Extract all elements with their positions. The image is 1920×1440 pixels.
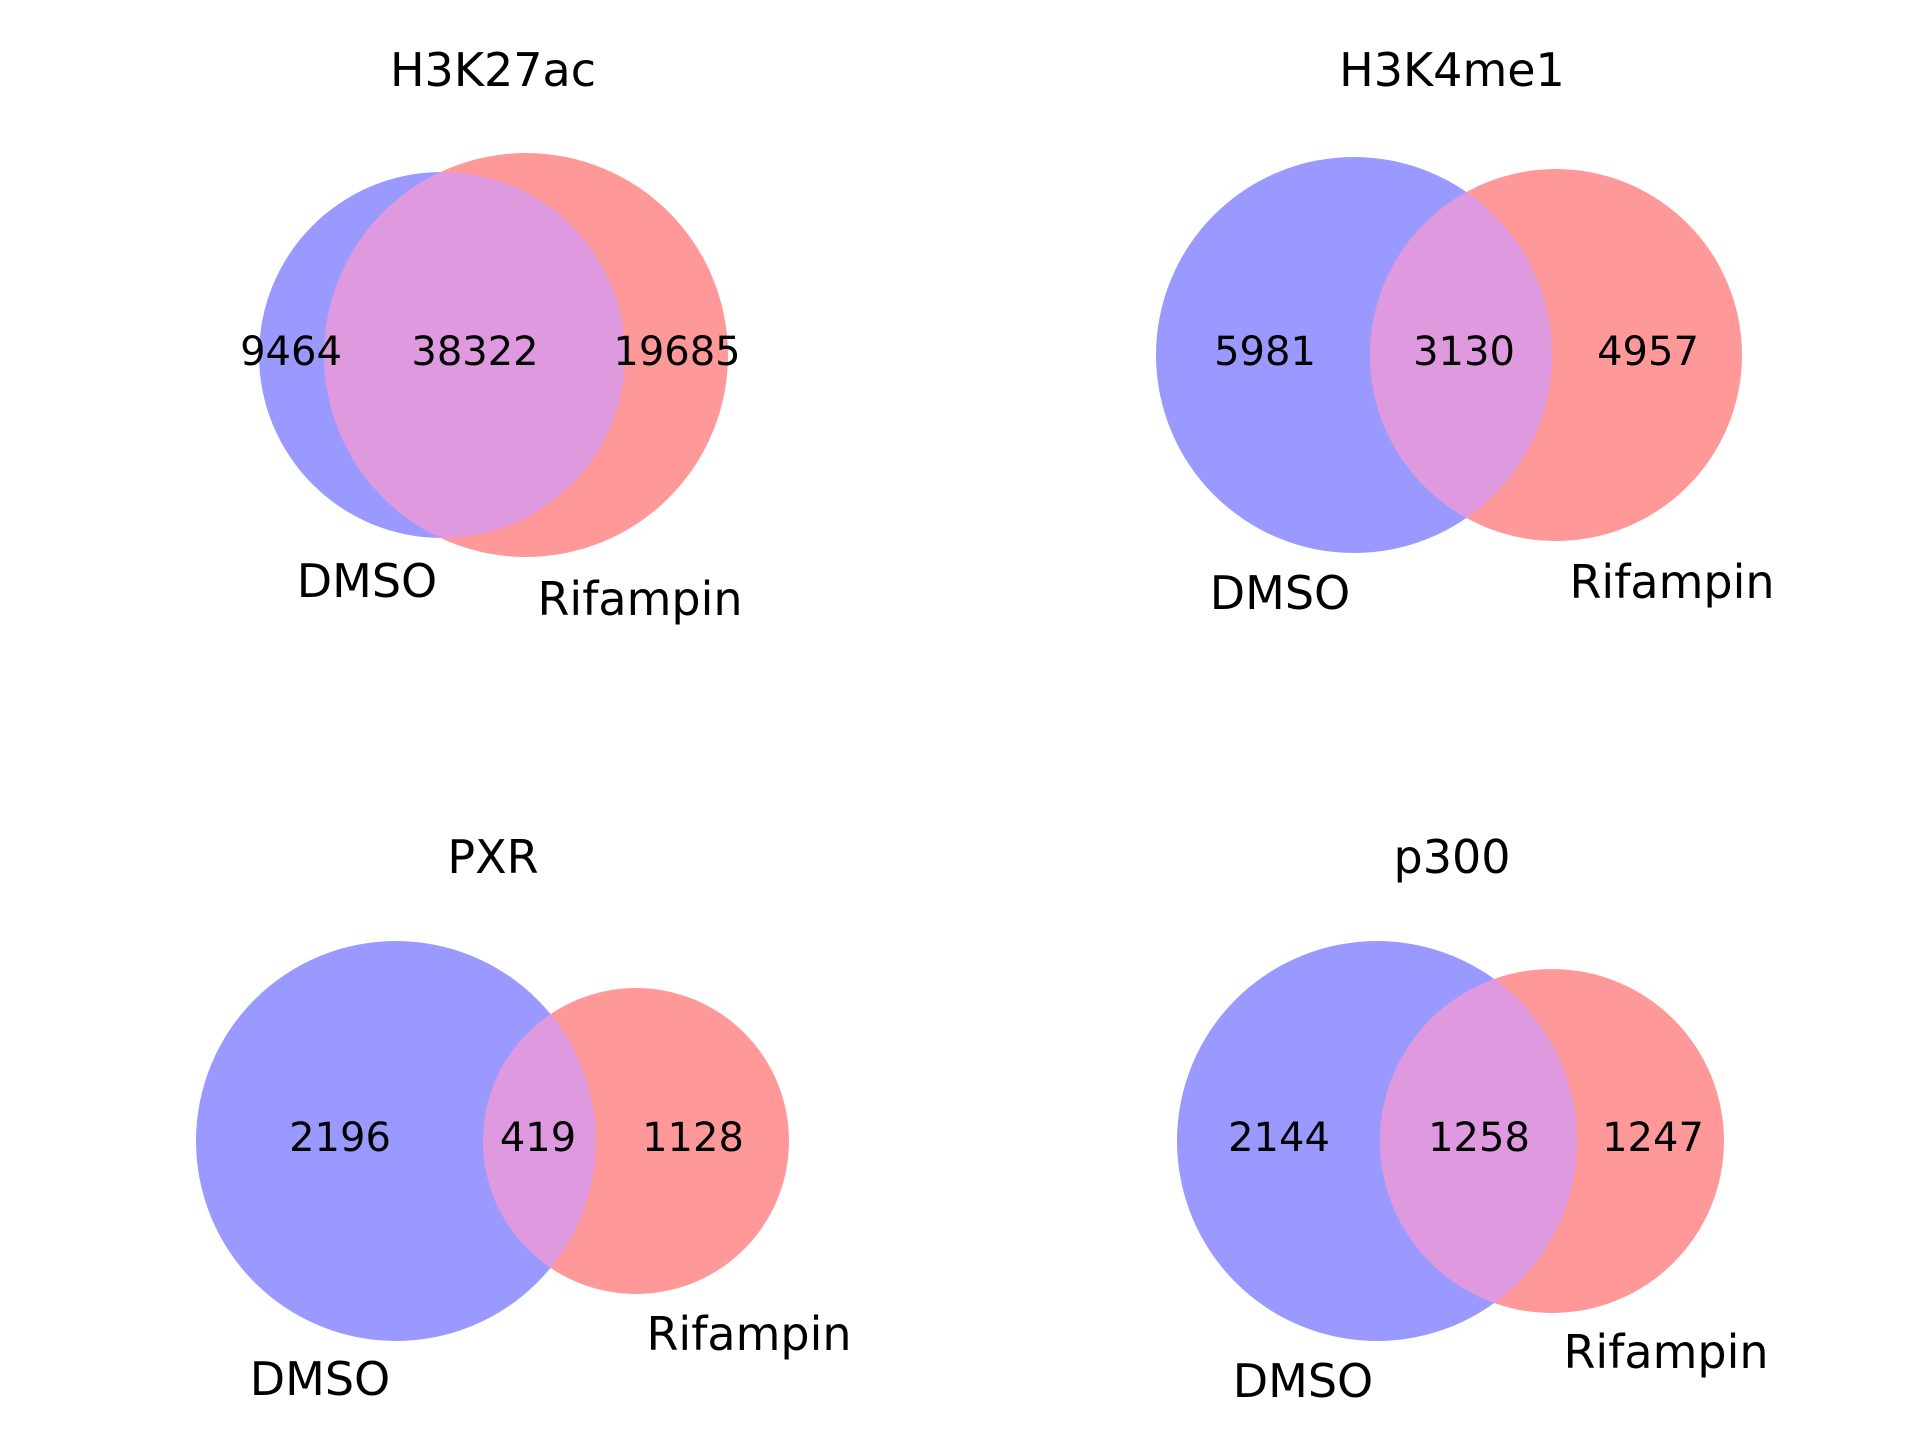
- rifampin-only-count: 1247: [1602, 1115, 1704, 1161]
- panel-title: PXR: [447, 830, 538, 884]
- dmso-set-label: DMSO: [250, 1352, 391, 1406]
- rifampin-set-label: Rifampin: [537, 572, 742, 626]
- overlap-region: [324, 172, 625, 538]
- dmso-only-count: 2144: [1228, 1115, 1330, 1161]
- overlap-region: [483, 988, 596, 1294]
- overlap-count: 419: [500, 1115, 576, 1161]
- overlap-region: [1370, 169, 1552, 541]
- dmso-only-count: 5981: [1214, 329, 1316, 375]
- rifampin-set-label: Rifampin: [1569, 555, 1774, 609]
- dmso-only-count: 9464: [240, 329, 342, 375]
- rifampin-only-count: 1128: [642, 1115, 744, 1161]
- panel-title: H3K27ac: [390, 43, 596, 97]
- dmso-set-label: DMSO: [1210, 566, 1351, 620]
- venn-panel-p300: p300 2144 1258 1247 DMSO Rifampin: [1177, 830, 1769, 1408]
- dmso-set-label: DMSO: [1233, 1354, 1374, 1408]
- venn-panel-pxr: PXR 2196 419 1128 DMSO Rifampin: [196, 830, 852, 1406]
- dmso-only-count: 2196: [289, 1115, 391, 1161]
- rifampin-set-label: Rifampin: [1563, 1325, 1768, 1379]
- rifampin-set-label: Rifampin: [646, 1307, 851, 1361]
- dmso-circle: [196, 941, 596, 1341]
- overlap-region: [1380, 969, 1577, 1313]
- rifampin-only-count: 4957: [1597, 329, 1699, 375]
- panel-title: p300: [1394, 830, 1511, 884]
- overlap-count: 1258: [1428, 1115, 1530, 1161]
- panel-title: H3K4me1: [1339, 43, 1565, 97]
- overlap-count: 38322: [411, 329, 538, 375]
- dmso-set-label: DMSO: [297, 554, 438, 608]
- venn-panel-h3k4me1: H3K4me1 5981 3130 4957 DMSO Rifampin: [1156, 43, 1775, 620]
- venn-panel-h3k27ac: H3K27ac 9464 38322 19685 DMSO Rifampin: [240, 43, 742, 626]
- rifampin-only-count: 19685: [613, 329, 740, 375]
- overlap-count: 3130: [1413, 329, 1515, 375]
